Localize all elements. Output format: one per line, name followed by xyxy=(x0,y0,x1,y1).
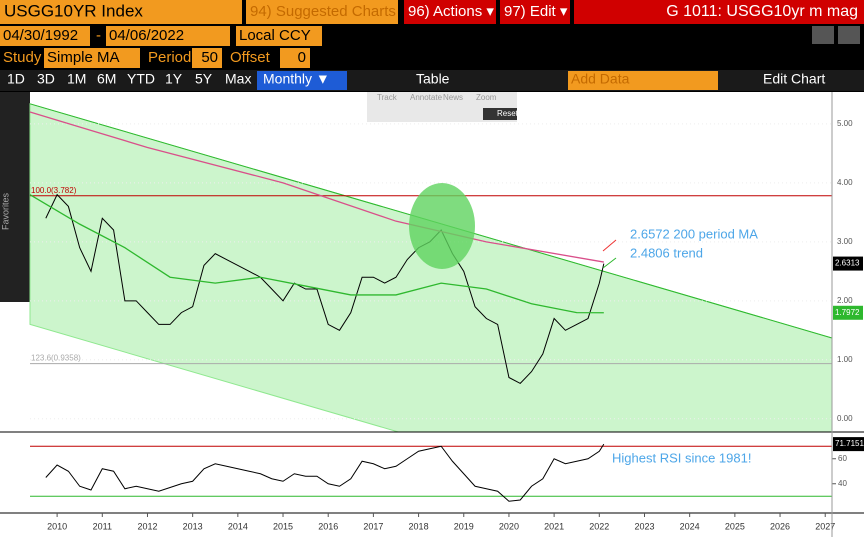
redo[interactable] xyxy=(838,26,860,44)
tab-active[interactable] xyxy=(257,71,347,90)
edit-button[interactable] xyxy=(500,0,570,24)
arrow xyxy=(602,257,617,269)
x-tick-label: 2020 xyxy=(499,521,519,531)
level-label: 123.6(0.9358) xyxy=(31,354,81,363)
x-tick-label: 2011 xyxy=(93,521,112,531)
rsi-last-box xyxy=(833,437,864,452)
rsi-tick-label: 40 xyxy=(838,479,847,488)
series-line xyxy=(29,111,604,263)
x-tick-label: 2024 xyxy=(680,521,700,531)
last-value-box xyxy=(833,256,863,271)
start: 04/30/1992 xyxy=(3,27,78,44)
favorites: Favorites xyxy=(0,192,10,230)
edit: 97) Edit ▾ xyxy=(504,3,568,20)
dash: - xyxy=(96,27,101,44)
offset: 0 xyxy=(298,49,306,66)
study-field[interactable] xyxy=(44,48,140,68)
tab[interactable]: 1Y xyxy=(165,71,183,87)
y-tick-label: 0.00 xyxy=(837,414,853,423)
x-tick-label: 2017 xyxy=(363,521,383,531)
x-tick-label: 2012 xyxy=(137,521,157,531)
rsi-tick-label: 60 xyxy=(838,454,847,463)
x-tick-label: 2023 xyxy=(634,521,654,531)
add-data-text: Add Data xyxy=(571,71,630,87)
tab[interactable]: YTD xyxy=(127,71,155,87)
suggested-button[interactable] xyxy=(246,0,398,24)
draw-tools xyxy=(0,92,30,302)
reset-button[interactable] xyxy=(483,108,517,120)
chart-tool[interactable]: Track xyxy=(377,93,398,102)
chart-tool[interactable]: Annotate xyxy=(410,93,443,102)
series-line xyxy=(45,193,605,385)
x-tick-label: 2021 xyxy=(544,521,564,531)
rsi-line xyxy=(45,443,605,502)
add-data[interactable] xyxy=(568,71,718,90)
y-tick-label: 3.00 xyxy=(837,237,853,246)
study-label: Study xyxy=(3,49,42,66)
study-name: Simple MA xyxy=(47,49,120,66)
currency: Local CCY xyxy=(239,27,311,44)
tab[interactable]: Monthly ▼ xyxy=(263,71,330,87)
table-button[interactable]: Table xyxy=(416,71,450,87)
tab[interactable]: 3D xyxy=(37,71,55,87)
annotation: 2.6572 200 period MA xyxy=(630,226,758,241)
actions: 96) Actions ▾ xyxy=(408,3,494,20)
chart-tool[interactable]: News xyxy=(443,93,463,102)
offset-field[interactable] xyxy=(280,48,310,68)
security-field[interactable] xyxy=(0,0,242,24)
edit-chart[interactable]: Edit Chart xyxy=(763,71,825,87)
x-tick-label: 2014 xyxy=(228,521,248,531)
period: 50 xyxy=(201,49,218,66)
period-field[interactable] xyxy=(192,48,222,68)
annotation: 2.4806 trend xyxy=(630,245,703,260)
x-tick-label: 2026 xyxy=(770,521,790,531)
level-label: 100.0(3.782) xyxy=(31,186,77,195)
end: 04/06/2022 xyxy=(109,27,184,44)
y-tick-label: 4.00 xyxy=(837,178,853,187)
x-tick-label: 2010 xyxy=(47,521,67,531)
annotation: Highest RSI since 1981! xyxy=(612,450,751,465)
period-label: Period xyxy=(148,49,191,66)
undo[interactable] xyxy=(812,26,834,44)
tab[interactable]: 5Y xyxy=(195,71,213,87)
end-date[interactable] xyxy=(106,26,230,46)
last-value-label: 2.6313 xyxy=(835,259,860,268)
currency[interactable] xyxy=(236,26,322,46)
x-tick-label: 2022 xyxy=(589,521,609,531)
security: USGG10YR Index xyxy=(4,1,143,20)
last-value-box xyxy=(833,305,863,320)
series-line xyxy=(29,194,604,314)
arrow xyxy=(602,239,617,252)
x-tick-label: 2019 xyxy=(454,521,474,531)
x-tick-label: 2016 xyxy=(318,521,338,531)
highlight xyxy=(409,183,475,269)
start-date[interactable] xyxy=(0,26,90,46)
x-tick-label: 2018 xyxy=(409,521,429,531)
tab[interactable]: 1D xyxy=(7,71,25,87)
title-bar xyxy=(574,0,864,24)
y-tick-label: 2.00 xyxy=(837,296,853,305)
y-tick-label: 5.00 xyxy=(837,119,853,128)
tab[interactable]: Max xyxy=(225,71,251,87)
tab[interactable]: 1M xyxy=(67,71,86,87)
chart-bg xyxy=(0,92,864,537)
chart-name: G 1011: USGG10yr m mag xyxy=(666,3,858,20)
suggested: 94) Suggested Charts xyxy=(250,3,396,20)
offset-label: Offset xyxy=(230,49,271,66)
rsi-last-label: 71.7151 xyxy=(835,439,864,448)
x-tick-label: 2015 xyxy=(273,521,293,531)
x-tick-label: 2013 xyxy=(183,521,203,531)
tab[interactable]: 6M xyxy=(97,71,116,87)
x-tick-label: 2027 xyxy=(815,521,835,531)
last-value-label: 1.7972 xyxy=(835,308,860,317)
reset: Reset xyxy=(497,109,519,118)
y-tick-label: 1.00 xyxy=(837,355,853,364)
actions-button[interactable] xyxy=(404,0,496,24)
x-tick-label: 2025 xyxy=(725,521,745,531)
chart-tool[interactable]: Zoom xyxy=(476,93,497,102)
